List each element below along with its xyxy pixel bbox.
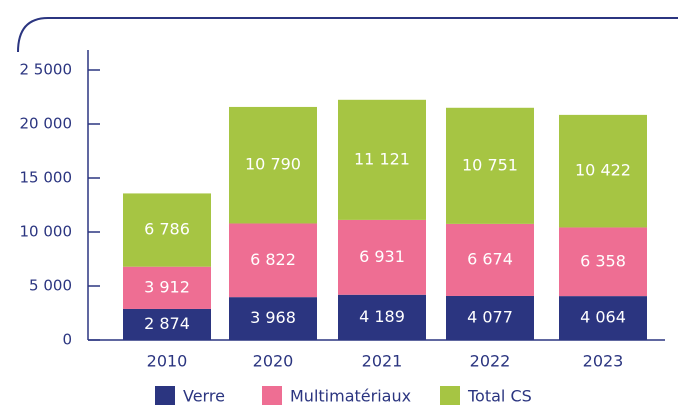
bar-segment [446,295,534,340]
y-tick-label: 2 5000 [20,61,73,79]
value-label: 4 189 [359,307,405,326]
value-label: 4 064 [580,308,626,327]
legend-swatch [440,386,460,405]
y-tick-label: 0 [62,331,72,349]
value-label: 6 786 [144,220,190,239]
y-tick-label: 20 000 [20,115,73,133]
y-tick-label: 10 000 [20,223,73,241]
value-label: 6 674 [467,249,513,268]
y-tick-label: 5 000 [29,277,72,295]
y-tick-label: 15 000 [20,169,73,187]
bar-segment [123,308,211,340]
bar-segment [559,114,647,228]
value-label: 3 912 [144,277,190,296]
bar-segment [446,107,534,224]
bar-segment [338,99,426,220]
value-label: 6 822 [250,250,296,269]
bar-segment [338,219,426,295]
x-tick-label: 2010 [147,352,188,371]
value-label: 4 077 [467,307,513,326]
legend-swatch [155,386,175,405]
bar-segment [229,106,317,224]
x-tick-label: 2021 [362,352,403,371]
bar-segment [338,294,426,340]
bar-segment [559,227,647,297]
value-label: 6 358 [580,251,626,270]
x-tick-label: 2022 [470,352,511,371]
value-label: 11 121 [354,149,410,168]
bar-segment [229,297,317,340]
bar-segment [559,296,647,340]
legend-label: Verre [183,387,225,405]
value-label: 2 874 [144,314,190,333]
value-label: 3 968 [250,308,296,327]
value-label: 6 931 [359,247,405,266]
legend-swatch [262,386,282,405]
bar-segment [123,193,211,267]
frame [17,17,678,53]
value-label: 10 422 [575,161,631,180]
bar-segment [229,223,317,298]
legend-label: Multimatériaux [290,387,411,405]
bar-segment [123,266,211,309]
value-label: 10 751 [462,155,518,174]
value-label: 10 790 [245,155,301,174]
x-tick-label: 2020 [253,352,294,371]
x-tick-label: 2023 [583,352,624,371]
legend-label: Total CS [467,387,532,405]
bar-segment [446,223,534,296]
